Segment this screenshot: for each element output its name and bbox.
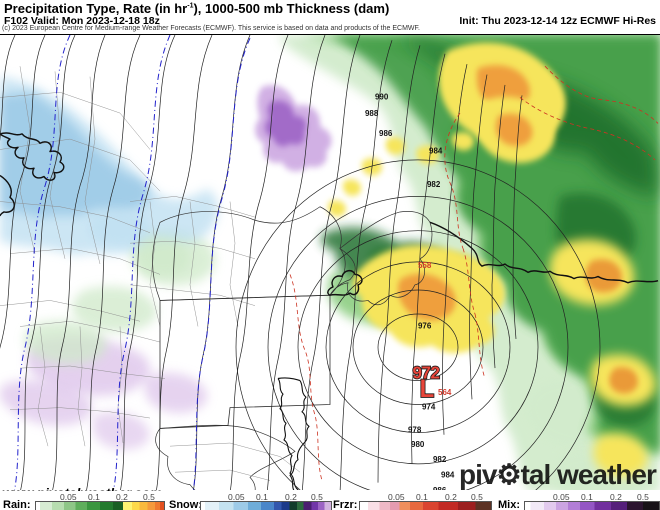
svg-text:558: 558 xyxy=(418,261,432,270)
svg-text:984: 984 xyxy=(441,470,455,479)
svg-text:988: 988 xyxy=(365,109,379,118)
svg-text:986: 986 xyxy=(379,129,393,138)
svg-text:976: 976 xyxy=(418,321,432,330)
svg-text:982: 982 xyxy=(427,180,441,189)
svg-text:990: 990 xyxy=(375,92,389,101)
svg-text:984: 984 xyxy=(429,147,443,156)
svg-text:982: 982 xyxy=(433,455,447,464)
svg-text:978: 978 xyxy=(408,425,422,434)
svg-text:980: 980 xyxy=(411,440,425,449)
svg-text:L: L xyxy=(420,376,435,404)
svg-text:974: 974 xyxy=(422,403,436,412)
svg-text:564: 564 xyxy=(438,388,452,397)
